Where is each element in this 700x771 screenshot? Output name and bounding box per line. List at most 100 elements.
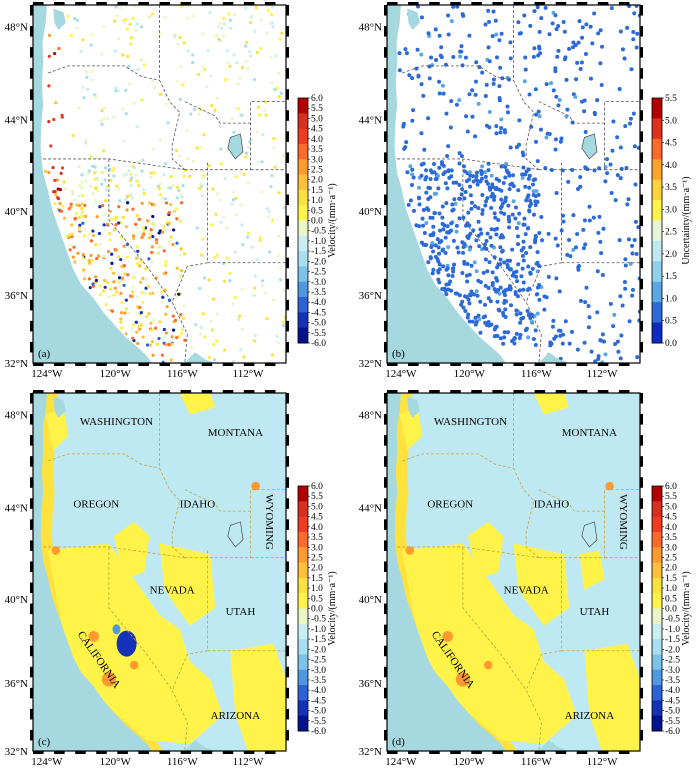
gnss-station (620, 47, 625, 52)
state-border (108, 546, 188, 751)
gnss-station (78, 184, 82, 188)
gnss-station (88, 286, 92, 290)
gnss-station (498, 130, 503, 135)
velocity-region-3 (179, 393, 216, 415)
gnss-station (534, 139, 539, 144)
panel-label: (c) (38, 736, 51, 748)
gnss-station (628, 116, 633, 121)
gnss-station (609, 190, 614, 195)
gnss-station (88, 261, 92, 265)
gnss-station (77, 164, 81, 169)
gnss-station (137, 325, 141, 329)
gnss-station (404, 140, 409, 145)
gnss-station (265, 207, 269, 211)
gnss-station (132, 338, 136, 343)
gnss-station (203, 335, 207, 339)
gnss-station (127, 169, 131, 173)
gnss-station (537, 114, 542, 119)
gnss-station (52, 117, 56, 122)
gnss-station (503, 175, 508, 180)
gnss-station (221, 34, 226, 38)
gnss-station (441, 264, 446, 269)
pacific-ocean (387, 393, 506, 751)
gnss-station (481, 315, 486, 320)
gnss-station (102, 106, 107, 110)
gnss-station (232, 12, 236, 17)
gnss-station (174, 148, 179, 153)
gnss-station (540, 238, 545, 243)
gnss-station (135, 179, 139, 183)
gnss-station (242, 355, 246, 359)
gnss-station (551, 88, 556, 93)
gnss-station (81, 221, 85, 225)
gnss-station (457, 293, 462, 298)
hot-spot-2 (483, 660, 493, 670)
gnss-station (262, 108, 267, 112)
colorbar-swatch (298, 486, 308, 502)
gnss-station (408, 198, 413, 203)
gnss-station (252, 286, 257, 290)
velocity-region-0 (402, 543, 577, 744)
gnss-station (130, 327, 134, 331)
gnss-station (235, 60, 239, 65)
colorbar-tick-label: 0.0 (311, 217, 323, 227)
gnss-station (497, 84, 502, 89)
state-border (462, 546, 542, 751)
gnss-station (279, 91, 283, 95)
gnss-station (79, 213, 84, 217)
gnss-station (514, 312, 519, 317)
gnss-station (462, 261, 467, 266)
gnss-station (583, 52, 588, 57)
gnss-station (436, 245, 441, 250)
colorbar-label: Velocity/(mm·a⁻¹) (327, 571, 338, 645)
gnss-station (81, 268, 86, 272)
gnss-station (502, 260, 507, 265)
great-salt-lake (581, 133, 598, 160)
colorbar-swatch (652, 98, 662, 119)
gnss-station (155, 342, 160, 346)
gnss-station (473, 92, 478, 97)
gnss-station (276, 234, 281, 239)
gnss-station (543, 5, 548, 10)
gnss-station (505, 170, 510, 175)
gnss-station (533, 328, 538, 333)
colorbar-tick-label: -2.5 (311, 268, 326, 278)
gnss-station (83, 203, 87, 208)
state-border (402, 65, 514, 81)
gnss-station (149, 171, 153, 175)
gnss-station (126, 194, 130, 198)
gnss-station (499, 164, 504, 169)
gnss-station (55, 178, 59, 182)
gnss-station (461, 245, 466, 250)
gnss-station (526, 313, 531, 318)
gnss-station (168, 186, 172, 190)
lat-tick-label: 40°N (5, 206, 28, 218)
gnss-station (144, 266, 148, 271)
gnss-station (248, 50, 252, 54)
gnss-station (143, 291, 147, 295)
gnss-station (129, 176, 134, 180)
gnss-station (68, 243, 72, 247)
gnss-station (556, 23, 561, 28)
colorbar-tick-label: 3.0 (311, 155, 323, 165)
gnss-station (65, 234, 69, 238)
gnss-station (207, 355, 211, 360)
gnss-station (225, 226, 229, 230)
gnss-station (150, 328, 154, 332)
gnss-station (164, 312, 168, 316)
velocity-region-utah (579, 550, 605, 590)
gnss-station (485, 231, 490, 236)
colorbar-tick-label: 4.0 (311, 523, 323, 533)
gnss-station (502, 211, 507, 216)
gnss-station (459, 302, 464, 307)
gulf-of-california (538, 740, 570, 751)
gnss-station (493, 18, 498, 23)
gnss-station (197, 112, 201, 116)
gnss-station (100, 52, 104, 56)
gnss-station (116, 89, 120, 93)
colorbar-swatch (652, 200, 662, 221)
gnss-station (468, 231, 473, 236)
gnss-station (148, 201, 152, 205)
gnss-station (507, 173, 512, 178)
gnss-station (437, 165, 442, 170)
